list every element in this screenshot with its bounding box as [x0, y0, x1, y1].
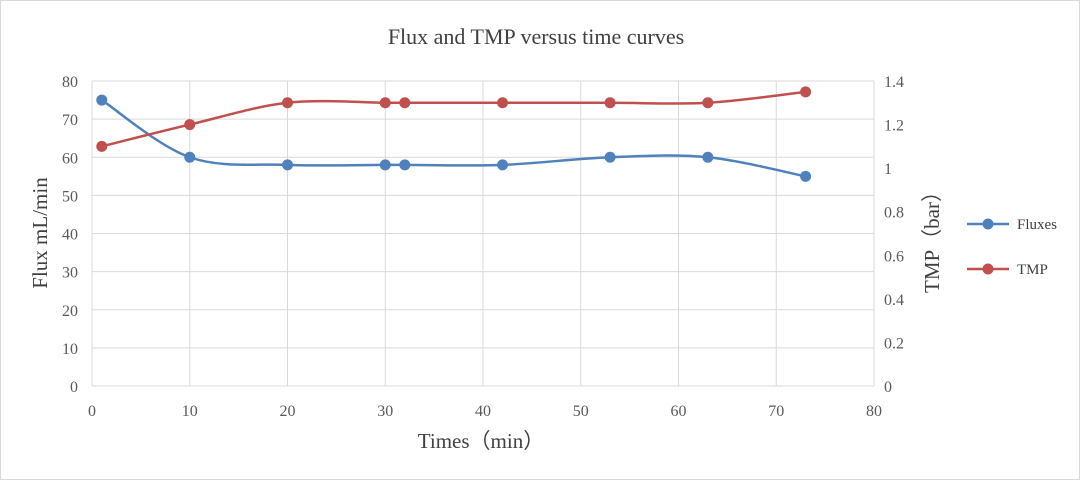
y2-tick-label: 1.4	[884, 74, 904, 91]
data-point-fluxes	[800, 170, 812, 182]
x-tick-label: 20	[280, 403, 296, 420]
y-tick-label: 60	[62, 150, 78, 167]
legend-swatch-marker	[982, 263, 994, 275]
y2-tick-label: 0.8	[884, 205, 904, 222]
legend-label: Fluxes	[1017, 217, 1057, 233]
series-line-fluxes	[101, 99, 806, 178]
data-point-tmp	[96, 140, 108, 152]
y-tick-label: 10	[62, 341, 78, 358]
data-point-tmp	[184, 119, 196, 131]
y-tick-label: 0	[70, 379, 78, 396]
data-point-tmp	[800, 86, 812, 98]
data-point-tmp	[497, 97, 509, 109]
x-tick-label: 80	[866, 403, 882, 420]
x-tick-label: 10	[182, 403, 198, 420]
x-tick-label: 30	[377, 403, 393, 420]
x-tick-label: 70	[768, 403, 784, 420]
y2-axis-title: TMP（bar）	[920, 181, 944, 293]
y2-tick-label: 0	[884, 379, 892, 396]
data-point-fluxes	[399, 159, 411, 171]
data-point-tmp	[399, 97, 411, 109]
y2-tick-label: 0.6	[884, 248, 904, 265]
y2-tick-label: 1	[884, 161, 892, 178]
data-point-tmp	[604, 97, 616, 109]
data-point-fluxes	[702, 151, 714, 163]
gridlines	[91, 80, 875, 387]
y-tick-label: 20	[62, 303, 78, 320]
data-point-fluxes	[379, 159, 391, 171]
chart-title: Flux and TMP versus time curves	[388, 24, 684, 49]
data-point-fluxes	[184, 151, 196, 163]
y2-tick-label: 0.2	[884, 335, 904, 352]
data-point-tmp	[702, 97, 714, 109]
x-axis-title: Times（min）	[418, 429, 544, 453]
data-point-fluxes	[604, 151, 616, 163]
data-point-fluxes	[96, 94, 108, 106]
legend-item-fluxes: Fluxes	[967, 217, 1057, 233]
y-tick-label: 40	[62, 227, 78, 244]
y-tick-label: 70	[62, 112, 78, 129]
y2-tick-label: 0.4	[884, 292, 904, 309]
data-series	[96, 86, 812, 182]
y-tick-label: 50	[62, 188, 78, 205]
data-point-fluxes	[497, 159, 509, 171]
y-tick-label: 80	[62, 74, 78, 91]
legend-label: TMP	[1017, 262, 1048, 278]
data-point-tmp	[379, 97, 391, 109]
legend-item-tmp: TMP	[967, 262, 1048, 278]
data-point-tmp	[282, 97, 293, 109]
series-tmp	[96, 86, 812, 152]
x-tick-label: 40	[475, 403, 491, 420]
y2-tick-label: 1.2	[884, 118, 904, 135]
series-fluxes	[96, 94, 812, 182]
data-point-fluxes	[282, 159, 293, 171]
x-tick-label: 0	[88, 403, 96, 420]
legend: Fluxes TMP	[967, 217, 1057, 278]
legend-swatch-marker	[982, 218, 994, 230]
y-axis-title: Flux mL/min	[28, 177, 52, 289]
x-tick-label: 50	[573, 403, 589, 420]
y-tick-label: 30	[62, 265, 78, 282]
x-tick-label: 60	[671, 403, 687, 420]
